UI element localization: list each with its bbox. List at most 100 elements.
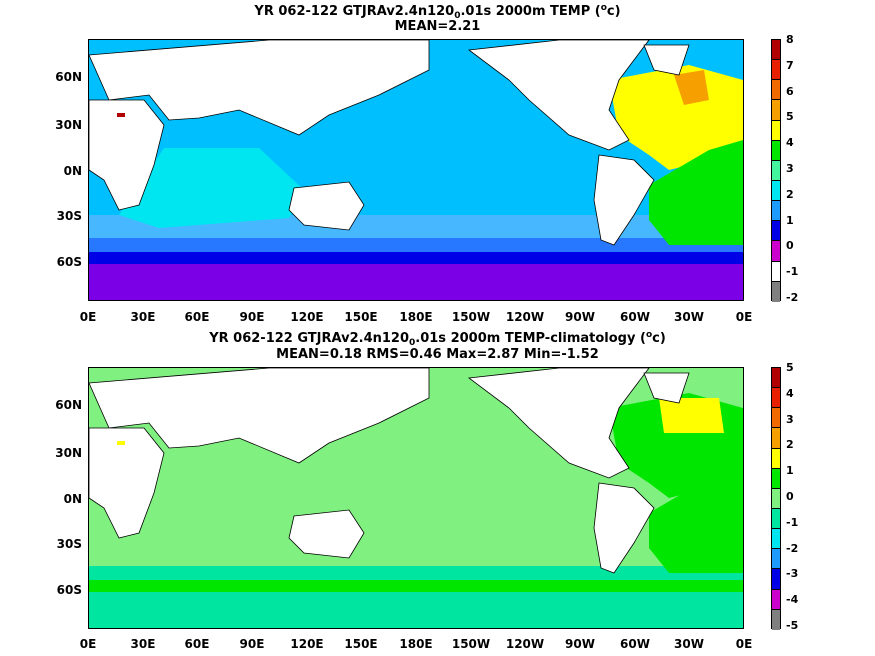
colorbar-segment [772, 408, 780, 429]
land-north-america [467, 40, 650, 151]
panel1-xtick-60W: 60W [620, 310, 650, 324]
colorbar-segment [772, 569, 780, 590]
panel2-map [88, 367, 744, 629]
colorbar-label: 7 [786, 58, 794, 72]
panel1-xtick-120E: 120E [290, 310, 324, 324]
colorbar-segment [772, 241, 780, 262]
panel1-xtick-150W: 150W [451, 310, 491, 324]
panel2-ytick-30N: 30N [55, 446, 82, 460]
colorbar-label: -2 [786, 541, 799, 555]
atlantic-south-region [649, 468, 743, 573]
panel1-xtick-90W: 90W [565, 310, 595, 324]
colorbar-segment [772, 368, 780, 389]
land-africa [89, 427, 165, 539]
panel1-xtick-150E: 150E [344, 310, 378, 324]
colorbar-label: -1 [786, 265, 799, 279]
colorbar-label: 0 [786, 239, 794, 253]
panel1-xtick-0E-end: 0E [735, 310, 753, 324]
colorbar-label: -4 [786, 593, 799, 607]
colorbar-segment [772, 488, 780, 509]
colorbar-segment [772, 549, 780, 570]
land-greenland [643, 372, 690, 404]
panel2-xtick-120E: 120E [290, 637, 324, 651]
panel2-ytick-0N: 0N [63, 492, 82, 506]
colorbar-label: -2 [786, 291, 799, 304]
panel2-xtick-150W: 150W [451, 637, 491, 651]
panel1-ytick-30S: 30S [56, 209, 82, 223]
land-australia [288, 509, 365, 559]
colorbar-segment [772, 80, 780, 101]
colorbar-segment [772, 140, 780, 161]
panel2-ytick-60N: 60N [55, 398, 82, 412]
land-south-america [593, 154, 655, 246]
panel1-ytick-0N: 0N [63, 164, 82, 178]
panel1-ytick-60S: 60S [56, 255, 82, 269]
southern-ocean-band-2 [89, 566, 743, 584]
panel2-title-line2: MEAN=0.18 RMS=0.46 Max=2.87 Min=-1.52 [276, 347, 599, 362]
land-eurasia [89, 368, 430, 464]
panel2-xtick-150E: 150E [344, 637, 378, 651]
colorbar-segment [772, 529, 780, 550]
southern-ocean-band-2 [89, 238, 743, 256]
southern-ocean-band-3 [89, 580, 743, 594]
colorbar-segment [772, 40, 780, 61]
indian-ocean-region [119, 148, 304, 228]
colorbar-label: 4 [786, 386, 794, 400]
atlantic-south-region [649, 140, 743, 245]
land-greenland [643, 44, 690, 76]
panel1-ytick-60N: 60N [55, 70, 82, 84]
colorbar-label: 5 [786, 110, 794, 124]
panel2-xtick-0E: 0E [79, 637, 97, 651]
land-australia [288, 181, 365, 231]
panel2-title-line1: YR 062-122 GTJRAv2.4n1200.01s 2000m TEMP… [209, 330, 666, 348]
antarctic-band [89, 592, 743, 628]
southern-ocean-band-3 [89, 252, 743, 266]
panel1-xtick-120W: 120W [505, 310, 545, 324]
colorbar-label: 6 [786, 84, 794, 98]
colorbar-segment [772, 508, 780, 530]
colorbar-label: 8 [786, 33, 794, 46]
colorbar-segment [772, 180, 780, 202]
colorbar-label: 5 [786, 361, 794, 374]
panel2-colorbar [771, 367, 781, 630]
panel1-xtick-90E: 90E [239, 310, 265, 324]
panel1-ytick-30N: 30N [55, 118, 82, 132]
panel2-xtick-90E: 90E [239, 637, 265, 651]
panel1-title-line2: MEAN=2.21 [394, 19, 481, 34]
panel1-xtick-30W: 30W [674, 310, 704, 324]
colorbar-segment [772, 60, 780, 81]
colorbar-label: 1 [786, 213, 794, 227]
panel2-ytick-60S: 60S [56, 583, 82, 597]
colorbar-segment [772, 428, 780, 449]
colorbar-segment [772, 100, 780, 121]
panel1-colorbar [771, 39, 781, 302]
colorbar-label: 3 [786, 162, 794, 175]
land-south-america [593, 482, 655, 574]
panel1-xtick-30E: 30E [130, 310, 156, 324]
colorbar-segment [772, 201, 780, 222]
panel1-title-line1: YR 062-122 GTJRAv2.4n1200.01s 2000m TEMP… [254, 3, 621, 21]
panel1-xtick-180E: 180E [399, 310, 433, 324]
atlantic-north-region [609, 65, 743, 170]
colorbar-segment [772, 281, 780, 302]
colorbar-label: 1 [786, 464, 794, 478]
panel1-xtick-60E: 60E [184, 310, 210, 324]
colorbar-segment [772, 221, 780, 242]
labrador-sea-region [659, 398, 724, 433]
panel2-xtick-90W: 90W [565, 637, 595, 651]
colorbar-label: 4 [786, 136, 794, 150]
colorbar-segment [772, 388, 780, 409]
panel2-xtick-60W: 60W [620, 637, 650, 651]
panel2-xtick-60E: 60E [184, 637, 210, 651]
colorbar-segment [772, 261, 780, 282]
mediterranean-spot [117, 441, 125, 445]
colorbar-label: 0 [786, 490, 794, 503]
colorbar-label: -5 [786, 619, 799, 632]
panel2-xtick-0E-end: 0E [735, 637, 753, 651]
indian-ocean-region [119, 476, 304, 556]
colorbar-segment [772, 609, 780, 630]
panel1-map [88, 39, 744, 301]
colorbar-segment [772, 589, 780, 610]
mediterranean-spot [117, 113, 125, 117]
land-africa [89, 99, 165, 211]
